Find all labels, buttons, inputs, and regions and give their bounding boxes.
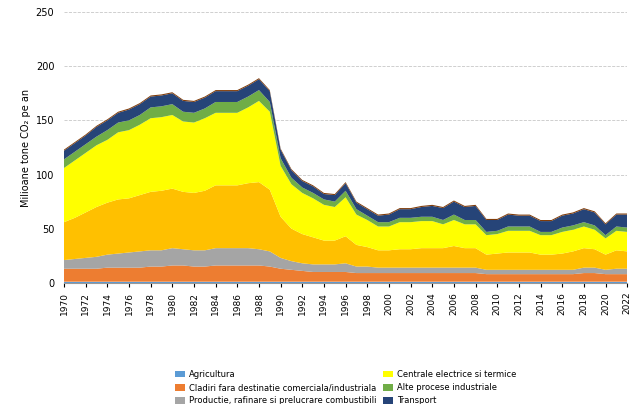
Y-axis label: Milioane tone CO₂ pe an: Milioane tone CO₂ pe an (22, 88, 31, 206)
Legend: Agricultura, Cladiri fara destinatie comerciala/industriala, Productie, rafinare: Agricultura, Cladiri fara destinatie com… (173, 368, 518, 404)
